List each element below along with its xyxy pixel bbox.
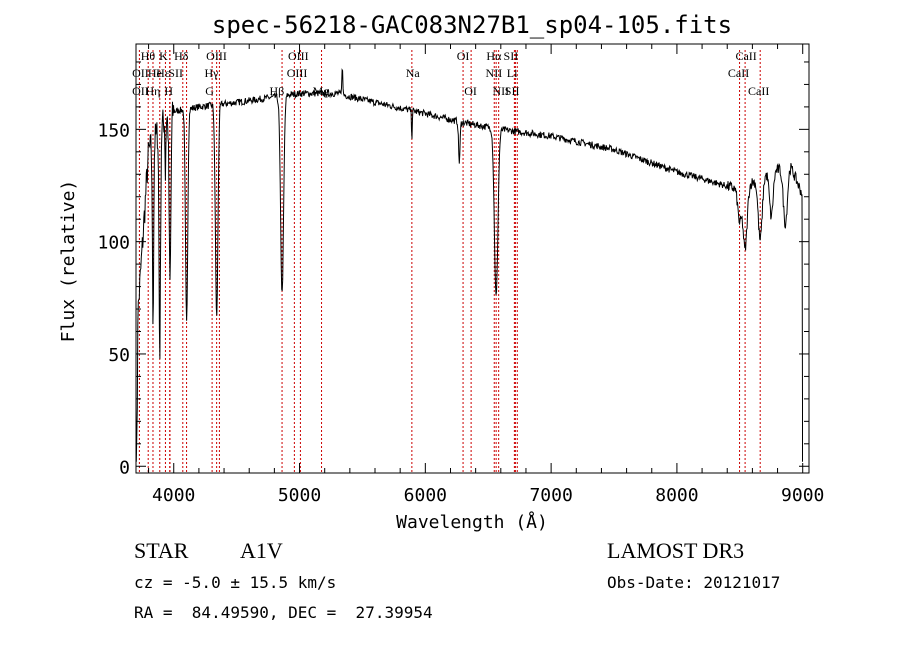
line-label-g: G bbox=[205, 84, 214, 98]
coordinates-text: RA = 84.49590, DEC = 27.39954 bbox=[134, 603, 433, 622]
line-label-li: Li bbox=[507, 66, 518, 80]
line-label-sii: SII bbox=[505, 84, 520, 98]
redshift-text: cz = -5.0 ± 15.5 km/s bbox=[134, 573, 337, 592]
x-axis-label: Wavelength (Å) bbox=[396, 511, 548, 533]
spectral-subclass: A1V bbox=[240, 538, 283, 563]
line-label-hθ: Hθ bbox=[141, 49, 156, 63]
x-tick-label: 4000 bbox=[152, 485, 195, 506]
line-label-hη: Hη bbox=[146, 84, 161, 98]
line-label-oi: OI bbox=[464, 84, 477, 98]
line-label-nii: NII bbox=[486, 66, 503, 80]
y-tick-label: 100 bbox=[97, 233, 130, 254]
line-label-hδ: Hδ bbox=[174, 49, 189, 63]
spectrum-line bbox=[135, 68, 803, 462]
x-axis: 4000 5000 6000 7000 8000 9000 bbox=[148, 44, 824, 506]
line-label-sii: SII bbox=[504, 49, 519, 63]
x-tick-label: 9000 bbox=[781, 485, 824, 506]
spectral-line-markers bbox=[138, 50, 761, 473]
line-label-caii: CaII bbox=[735, 49, 756, 63]
line-label-oiii: OIII bbox=[287, 66, 308, 80]
survey-name: LAMOST DR3 bbox=[607, 538, 745, 563]
y-tick-label: 50 bbox=[108, 345, 130, 366]
line-label-h: H bbox=[164, 84, 173, 98]
x-tick-label: 7000 bbox=[529, 485, 572, 506]
line-label-caii: CaII bbox=[748, 84, 769, 98]
line-label-na: Na bbox=[406, 66, 421, 80]
y-axis: 0 50 100 150 bbox=[97, 61, 809, 478]
x-tick-label: 8000 bbox=[655, 485, 698, 506]
line-label-sii: SII bbox=[168, 66, 183, 80]
object-type: STAR bbox=[134, 538, 189, 563]
x-tick-label: 6000 bbox=[404, 485, 447, 506]
line-label-k: K bbox=[159, 49, 168, 63]
line-label-hα: Hα bbox=[486, 49, 502, 63]
line-label-nii: NII bbox=[492, 84, 509, 98]
x-tick-label: 5000 bbox=[278, 485, 321, 506]
line-label-oi: OI bbox=[457, 49, 470, 63]
plot-frame bbox=[135, 43, 810, 474]
line-label-oiii: OIII bbox=[288, 49, 309, 63]
obs-date: Obs-Date: 20121017 bbox=[607, 573, 781, 592]
line-label-caii: CaII bbox=[728, 66, 749, 80]
line-label-oii: OII bbox=[132, 66, 149, 80]
line-label-oiii: OIII bbox=[206, 49, 227, 63]
line-label-he: He bbox=[148, 66, 162, 80]
chart-title: spec-56218-GAC083N27B1_sp04-105.fits bbox=[212, 11, 732, 39]
y-tick-label: 0 bbox=[119, 457, 130, 478]
y-tick-label: 150 bbox=[97, 120, 130, 141]
y-axis-label: Flux (relative) bbox=[58, 180, 79, 343]
line-label-hε: Hε bbox=[156, 66, 170, 80]
line-label-hγ: Hγ bbox=[204, 66, 219, 80]
